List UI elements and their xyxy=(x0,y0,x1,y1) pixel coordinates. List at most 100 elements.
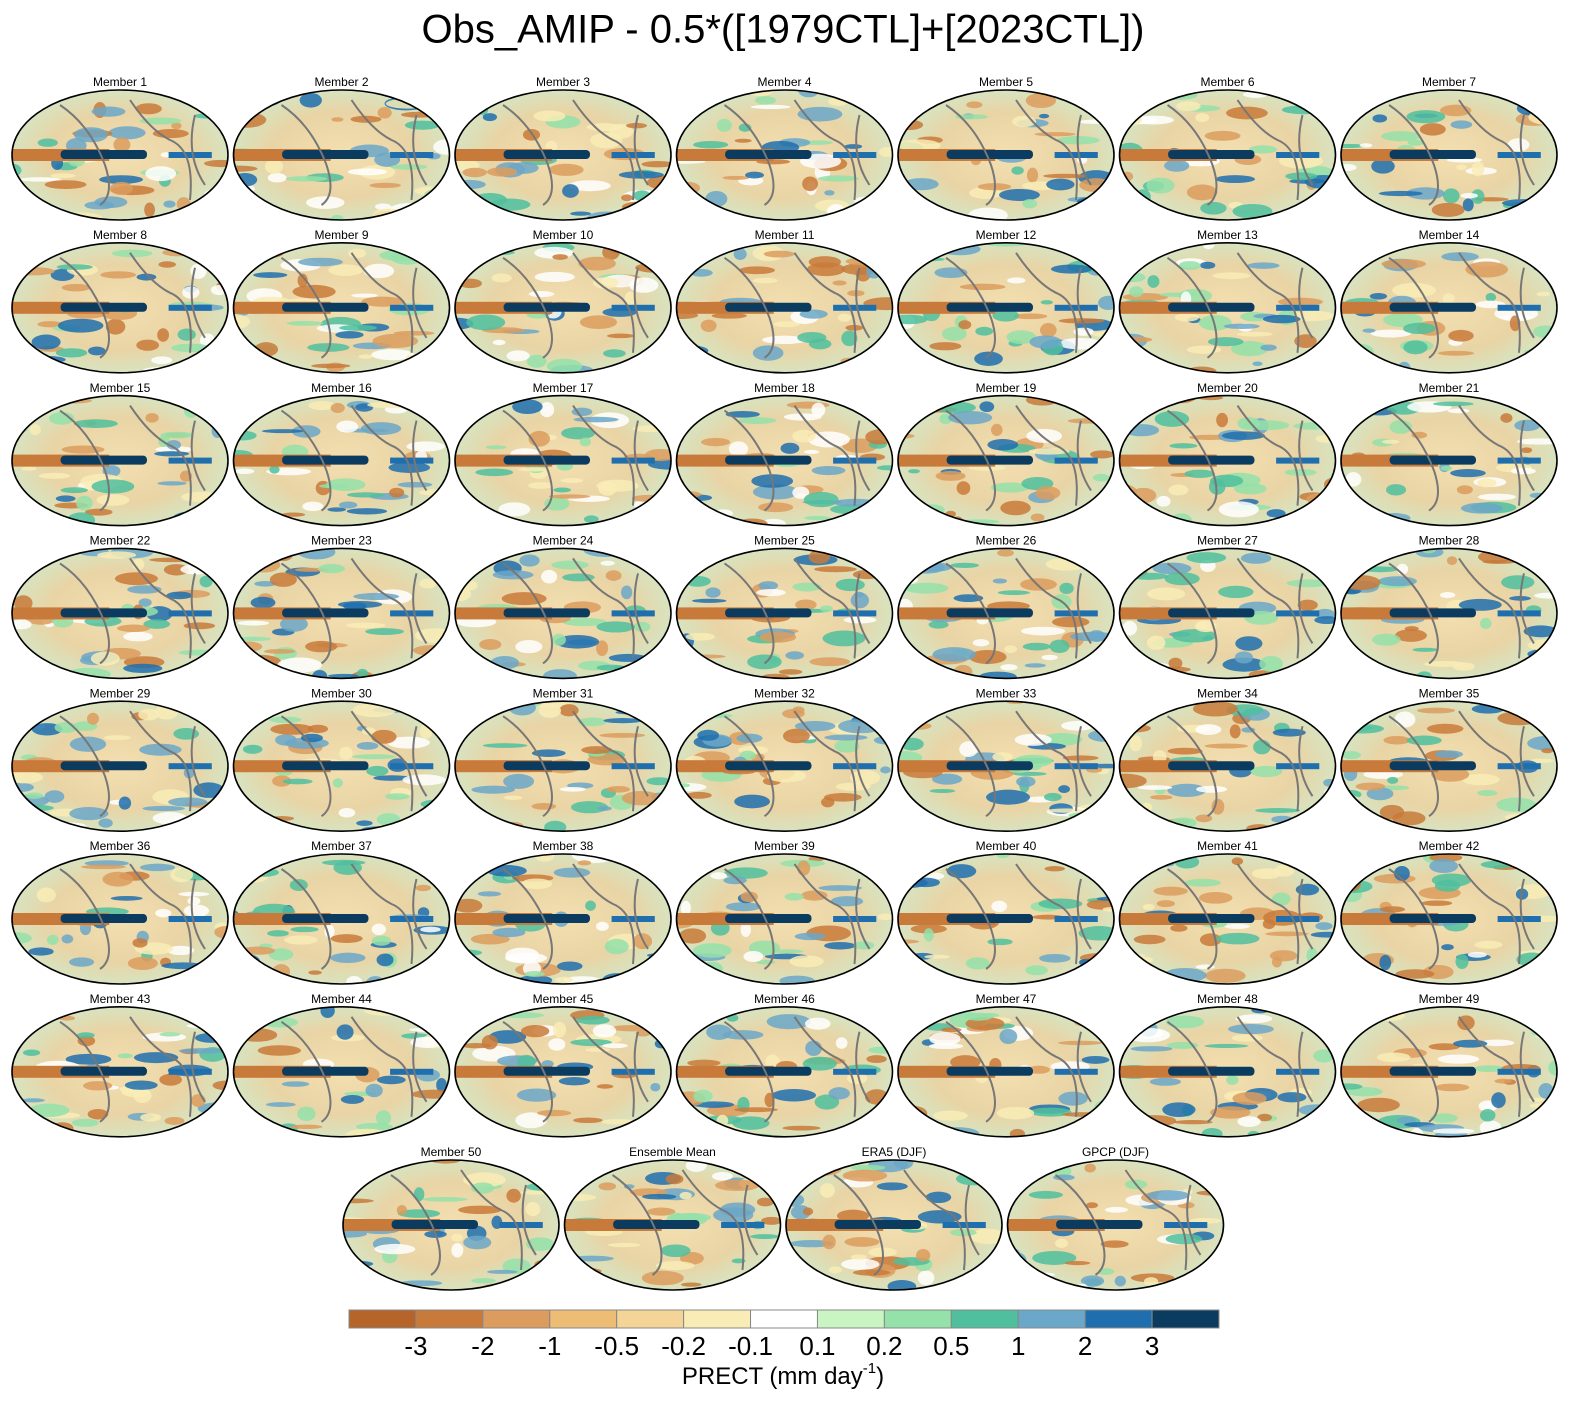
map-blob xyxy=(819,1183,835,1198)
map-blob xyxy=(747,654,782,670)
map-blob xyxy=(980,1013,1000,1018)
map-blob xyxy=(1041,733,1083,746)
panel-label: Member 40 xyxy=(976,839,1037,853)
map-blob xyxy=(1450,120,1473,129)
map-blob xyxy=(1474,940,1503,949)
map-blob xyxy=(419,350,450,365)
map-blob xyxy=(1064,1260,1091,1266)
map-blob xyxy=(1169,443,1198,449)
map-blob xyxy=(1357,1097,1400,1113)
panel-label: Member 7 xyxy=(1422,75,1476,89)
map-blob xyxy=(366,976,385,984)
map-blob xyxy=(297,1106,316,1122)
coastline xyxy=(390,1169,537,1276)
equator-wet xyxy=(168,1068,212,1075)
map-blob xyxy=(1131,1115,1177,1127)
map-blob xyxy=(595,921,609,931)
map-blob xyxy=(1025,92,1057,109)
map-blob xyxy=(396,1205,408,1216)
map-blob xyxy=(1542,565,1553,578)
map-blob xyxy=(268,948,294,961)
map-blob xyxy=(515,1112,547,1129)
map-blob xyxy=(371,923,387,936)
map-blob xyxy=(687,1059,721,1067)
panel-label: Member 21 xyxy=(1419,381,1480,395)
map-blob xyxy=(585,1047,610,1052)
map-blob xyxy=(836,1209,870,1222)
map-blob xyxy=(246,557,281,573)
panel-label: Member 38 xyxy=(533,839,594,853)
map-blob xyxy=(520,878,553,890)
map-blob xyxy=(842,438,878,453)
map-blob xyxy=(1232,204,1273,219)
map-blob xyxy=(763,250,795,258)
map-blob xyxy=(1355,782,1386,791)
map-blob xyxy=(12,810,30,819)
map-blob xyxy=(958,320,972,330)
map-blob xyxy=(1007,1175,1017,1187)
map-border xyxy=(1118,547,1337,680)
panel-label: Member 37 xyxy=(311,839,372,853)
map-blob xyxy=(1274,864,1295,877)
map-blob xyxy=(1063,1131,1084,1137)
map-blob xyxy=(1527,639,1557,652)
map-blob xyxy=(390,164,428,170)
map-blob xyxy=(1524,1006,1536,1011)
map-blob xyxy=(339,746,353,760)
map-blob xyxy=(525,1201,541,1217)
map-blob xyxy=(722,1030,764,1040)
equator-wet xyxy=(946,914,1033,923)
map-blob xyxy=(1392,282,1436,298)
map-blob xyxy=(1041,654,1058,661)
map-blob xyxy=(1032,1250,1077,1265)
map-blob xyxy=(834,739,860,753)
map-blob xyxy=(868,1046,893,1054)
map-blob xyxy=(1394,866,1410,881)
map-blob xyxy=(1320,974,1336,984)
map-border xyxy=(1006,1159,1225,1291)
map-blob xyxy=(44,180,87,189)
map-blob xyxy=(835,578,865,592)
map-blob xyxy=(1431,767,1470,782)
map-blob xyxy=(557,961,583,971)
map-blob xyxy=(203,854,222,865)
map-blob xyxy=(680,900,691,916)
map-blob xyxy=(173,511,219,524)
map-blob xyxy=(1447,408,1470,414)
map-blob xyxy=(1480,1039,1515,1047)
map-border xyxy=(897,853,1115,985)
map-blob xyxy=(347,168,388,176)
map-blob xyxy=(1510,399,1553,411)
equator-wet xyxy=(1054,304,1098,311)
map-blob xyxy=(842,1169,888,1182)
map-blob xyxy=(740,922,751,938)
map-blob xyxy=(578,717,607,727)
map-blob xyxy=(1222,657,1267,672)
map-blob xyxy=(1034,132,1076,137)
map-blob xyxy=(12,866,31,873)
map-blob xyxy=(1045,979,1074,984)
map-blob xyxy=(1407,139,1424,146)
map xyxy=(1119,395,1336,526)
map-blob xyxy=(898,314,928,325)
map-blob xyxy=(1084,1163,1096,1173)
map-border xyxy=(1340,1006,1558,1138)
map-blob xyxy=(553,487,571,493)
map-border xyxy=(675,89,894,221)
map-blob xyxy=(1184,878,1221,887)
map-blob xyxy=(257,1045,302,1056)
map-blob xyxy=(31,334,61,350)
panel-label: Member 2 xyxy=(314,75,368,89)
map-blob xyxy=(1455,954,1469,970)
map-blob xyxy=(607,333,635,339)
map-blob xyxy=(1284,468,1317,476)
map-blob xyxy=(539,401,555,418)
map-blob xyxy=(166,945,195,956)
map-blob xyxy=(308,970,322,975)
map-blob xyxy=(1167,747,1203,755)
map-blob xyxy=(1011,1160,1029,1169)
map-blob xyxy=(560,478,584,483)
map-blob xyxy=(458,1205,502,1215)
map xyxy=(12,854,228,984)
map-blob xyxy=(387,736,430,749)
